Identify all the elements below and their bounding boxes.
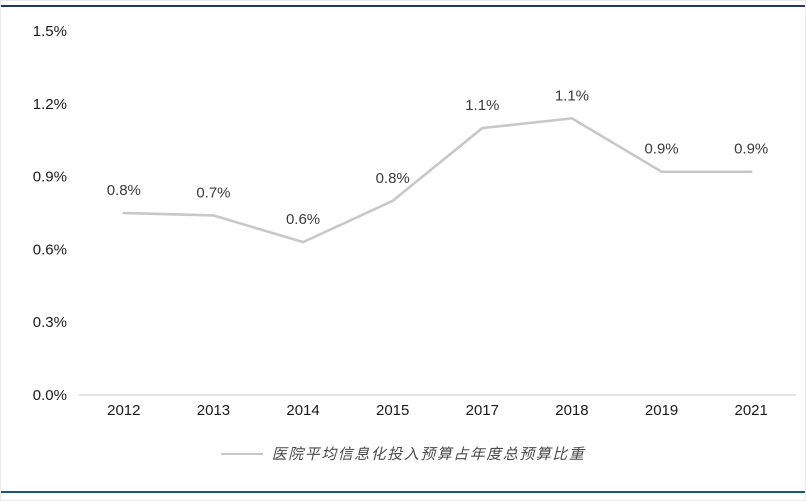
data-label: 0.8% [376, 170, 410, 187]
data-label: 0.7% [196, 184, 230, 201]
data-label: 0.9% [734, 141, 768, 158]
x-axis-tick-label: 2015 [376, 402, 409, 419]
x-axis-tick-label: 2021 [735, 402, 768, 419]
x-axis-tick-label: 2013 [197, 402, 230, 419]
top-rule [1, 5, 805, 7]
y-axis-tick-label: 0.9% [33, 169, 67, 186]
y-axis-tick-label: 0.6% [33, 241, 67, 258]
x-axis-tick-label: 2019 [645, 402, 678, 419]
series-line [122, 117, 753, 244]
x-axis-tick-label: 2018 [555, 402, 588, 419]
legend: 医院平均信息化投入预算占年度总预算比重 [1, 443, 805, 464]
data-label: 1.1% [555, 87, 589, 104]
chart-svg: 0.0% 0.3% 0.6% 0.9% 1.2% 1.5% 2012 2013 2014 2015… [33, 23, 796, 419]
x-axis-tick-label: 2012 [107, 402, 140, 419]
data-label: 1.1% [465, 97, 499, 114]
y-axis-tick-label: 1.5% [33, 23, 67, 40]
legend-line-swatch [220, 452, 263, 455]
data-label: 0.6% [286, 211, 320, 228]
y-axis-tick-label: 0.0% [33, 387, 67, 404]
bottom-rule [1, 491, 805, 493]
x-axis-tick-label: 2014 [286, 402, 319, 419]
y-axis-tick-label: 1.2% [33, 96, 67, 113]
x-axis-tick-label: 2017 [466, 402, 499, 419]
legend-label: 医院平均信息化投入预算占年度总预算比重 [271, 445, 586, 463]
data-label: 0.9% [644, 141, 678, 158]
data-label: 0.8% [107, 182, 141, 199]
y-axis-tick-label: 0.3% [33, 314, 67, 331]
